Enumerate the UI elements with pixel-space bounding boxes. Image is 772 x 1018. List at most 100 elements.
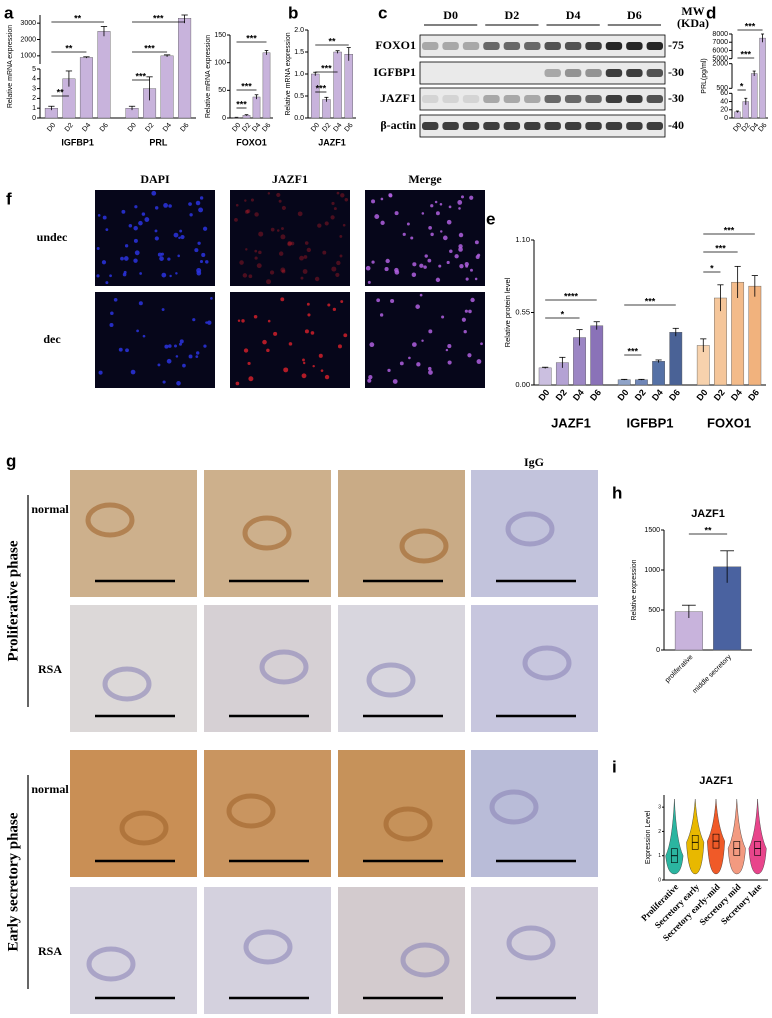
cell [262, 339, 267, 345]
cell [168, 344, 172, 348]
mw-label: -30 [668, 91, 684, 105]
cell [402, 232, 406, 236]
cell [421, 339, 424, 342]
cell [384, 267, 389, 272]
band [564, 122, 582, 130]
x-tick-label: D2 [241, 122, 252, 133]
row-label: FOXO1 [375, 38, 416, 52]
micrograph [230, 190, 350, 286]
cell [463, 330, 467, 334]
cell [333, 207, 337, 211]
micrograph [70, 887, 197, 1014]
cell [394, 270, 400, 275]
cell [465, 264, 469, 268]
cell [138, 220, 143, 226]
bar [344, 54, 353, 119]
band [462, 42, 480, 50]
x-tick-label: D0 [310, 122, 321, 133]
gland [522, 645, 572, 681]
band [564, 69, 582, 77]
cell [304, 329, 309, 334]
bar [590, 325, 604, 386]
bar [178, 18, 192, 119]
y-axis-label: Relative mRNA expression [205, 35, 212, 118]
x-tick-label: D2 [321, 122, 332, 133]
cell [379, 313, 384, 317]
blot-strip [419, 61, 666, 85]
sig-label: *** [144, 43, 155, 53]
bar [311, 73, 320, 119]
band [483, 95, 500, 103]
cell [442, 235, 448, 241]
y-axis-label: Relative mRNA expression [285, 32, 292, 115]
gland [399, 528, 449, 564]
cell [278, 199, 282, 203]
bar [617, 379, 631, 386]
cell [419, 293, 423, 297]
panel-letter: h [612, 483, 622, 502]
cell [419, 263, 424, 268]
x-tick-label: D6 [99, 122, 110, 133]
cell [423, 265, 427, 269]
row-label: dec [43, 332, 61, 346]
bar [748, 285, 762, 386]
row-label: normal [31, 782, 69, 796]
cell [337, 344, 342, 349]
cell [266, 279, 272, 285]
x-tick-label: D2 [633, 387, 648, 402]
cell [299, 255, 304, 261]
cell [269, 270, 275, 275]
row-label: RSA [38, 662, 62, 676]
cell [435, 277, 441, 283]
group-label: JAZF1 [318, 137, 346, 147]
cell [133, 225, 138, 231]
x-tick-label: D0 [616, 387, 631, 402]
cell [203, 344, 207, 348]
y-tick-label: 0 [222, 115, 226, 122]
cell [154, 206, 159, 210]
cell [266, 348, 270, 353]
cell [445, 348, 449, 352]
gland [86, 946, 136, 982]
micrograph [471, 470, 598, 597]
sig-label: *** [715, 243, 726, 253]
cell [177, 254, 180, 258]
micrograph [95, 292, 215, 388]
micrograph [204, 605, 331, 732]
mw-label: -75 [668, 38, 684, 52]
cell [201, 252, 206, 258]
y-tick-label: 0 [724, 115, 728, 122]
cell [343, 333, 348, 338]
cell [374, 214, 380, 220]
bar [652, 361, 665, 386]
gland [226, 793, 276, 829]
cell [96, 247, 100, 251]
cell [195, 200, 201, 206]
cell [480, 342, 483, 346]
column-label: DAPI [140, 172, 170, 186]
cell [179, 229, 183, 233]
x-tick-label: D6 [757, 122, 768, 133]
cell [371, 199, 376, 204]
micrograph [365, 292, 485, 388]
x-tick-label: proliferative [664, 654, 695, 685]
group-label: FOXO1 [236, 137, 267, 147]
sig-label: * [561, 309, 565, 319]
cell [458, 207, 461, 210]
cell [105, 281, 109, 285]
band [503, 42, 521, 50]
cell [96, 274, 100, 278]
band [605, 42, 623, 50]
cell [446, 219, 452, 225]
cell [196, 351, 200, 355]
cell [340, 193, 345, 198]
cell [302, 269, 308, 274]
band [564, 95, 582, 103]
y-tick-label: 1000 [644, 567, 660, 574]
cell [367, 280, 371, 284]
y-tick-label: 7000 [712, 39, 728, 46]
cell [300, 276, 304, 280]
cell [120, 256, 124, 261]
cell [331, 201, 335, 206]
cell [197, 241, 201, 245]
